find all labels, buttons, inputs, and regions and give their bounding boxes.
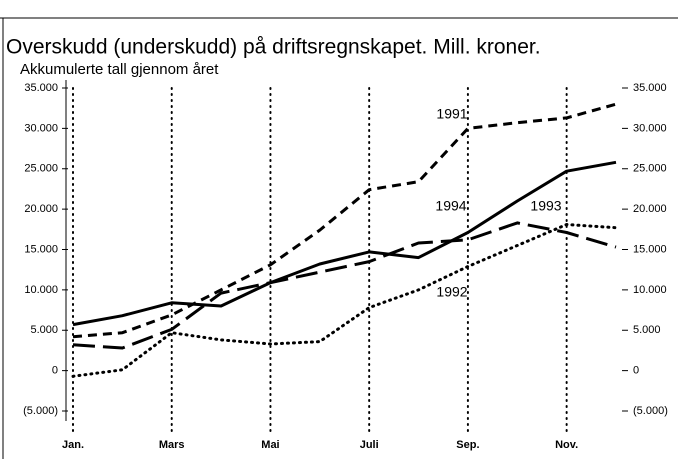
x-tick-label: Jan. — [62, 439, 84, 451]
series-label: 1992 — [436, 284, 467, 300]
series-label: 1993 — [530, 198, 561, 214]
x-tick-label: Mars — [159, 439, 185, 451]
chart-title: Overskudd (underskudd) på driftsregnskap… — [6, 36, 541, 59]
x-tick-label: Juli — [360, 439, 379, 451]
y-tick-label: 15.000 — [24, 243, 58, 255]
y-tick-label: 35.000 — [24, 82, 58, 94]
y2-tick-label: 30.000 — [633, 122, 667, 134]
x-tick-label: Sep. — [456, 439, 479, 451]
y-tick-label: 25.000 — [24, 163, 58, 175]
y-tick-label: 30.000 — [24, 122, 58, 134]
series-line — [72, 160, 617, 327]
series-label: 1991 — [436, 106, 467, 122]
y2-tick-label: 10.000 — [633, 284, 667, 296]
y2-tick-label: 5.000 — [633, 324, 661, 336]
y-tick-label: 20.000 — [24, 203, 58, 215]
y-tick-label: (5.000) — [23, 405, 58, 417]
y2-tick-label: 35.000 — [633, 82, 667, 94]
chart-subtitle: Akkumulerte tall gjennom året — [20, 61, 219, 78]
series-label: 1994 — [435, 198, 466, 214]
y2-tick-label: 0 — [633, 365, 639, 377]
y-tick-label: 5.000 — [30, 324, 58, 336]
y2-tick-label: 25.000 — [633, 163, 667, 175]
y2-tick-label: 15.000 — [633, 243, 667, 255]
y2-tick-label: (5.000) — [633, 405, 668, 417]
series-line — [71, 223, 618, 378]
series-line — [72, 102, 617, 339]
series-line — [72, 221, 617, 350]
y-tick-label: 0 — [52, 365, 58, 377]
y2-tick-label: 20.000 — [633, 203, 667, 215]
x-tick-label: Nov. — [555, 439, 578, 451]
y-tick-label: 10.000 — [24, 284, 58, 296]
x-tick-label: Mai — [261, 439, 279, 451]
